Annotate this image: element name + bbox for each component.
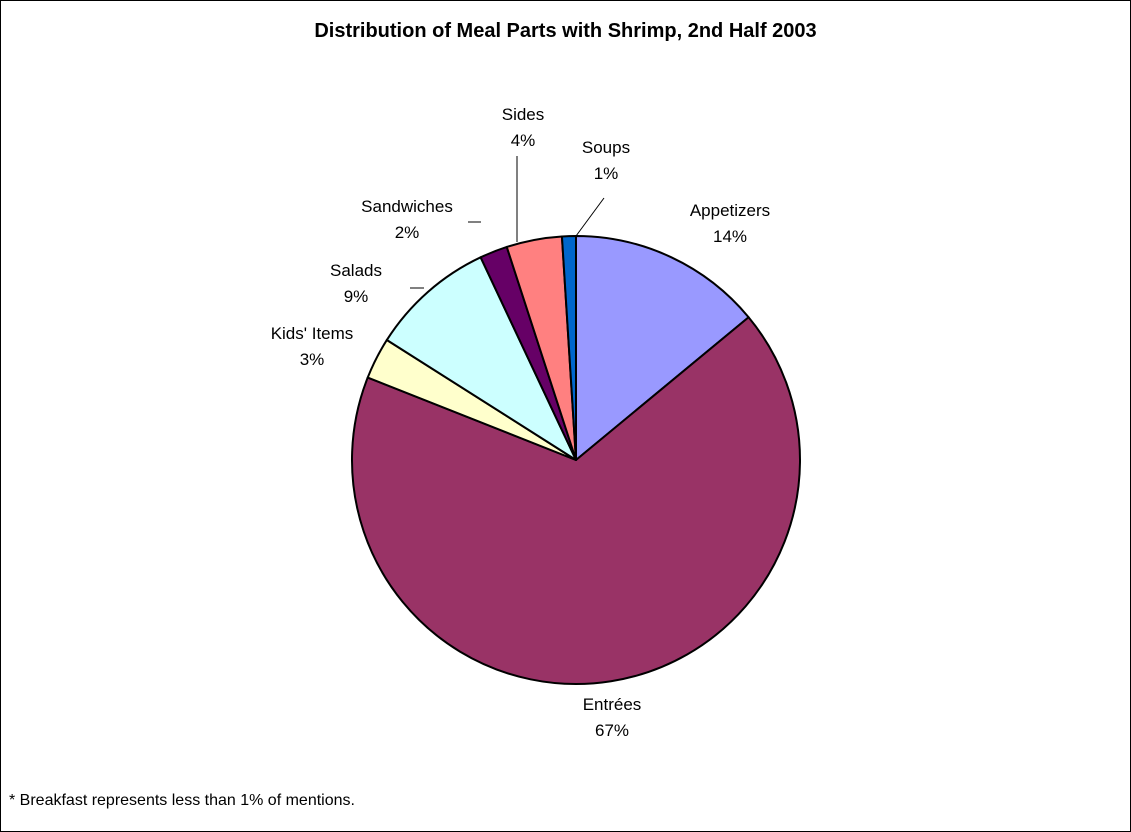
slice-percent-label: 1%	[594, 164, 619, 183]
slice-labels: Appetizers 14% Entrées 67% Kids' Items 3% Sala…	[271, 105, 770, 740]
chart-title: Distribution of Meal Parts with Shrimp, …	[314, 20, 817, 42]
slice-name-label: Appetizers	[690, 201, 770, 220]
slice-name-label: Sides	[502, 105, 545, 124]
pie-slices	[351, 234, 801, 685]
slice-percent-label: 4%	[511, 131, 536, 150]
slice-appetizers	[575, 235, 750, 461]
leader-line-soups	[575, 197, 605, 237]
slice-name-label: Soups	[582, 138, 630, 157]
slice-percent-label: 67%	[595, 721, 629, 740]
slice-percent-label: 9%	[344, 287, 369, 306]
slice-percent-label: 2%	[395, 223, 420, 242]
slice-soups	[560, 234, 577, 461]
slice-name-label: Sandwiches	[361, 197, 453, 216]
slice-salads	[385, 256, 577, 461]
slice-name-label: Salads	[330, 261, 382, 280]
footnote: * Breakfast represents less than 1% of m…	[9, 792, 355, 809]
slice-percent-label: 14%	[713, 227, 747, 246]
slice-name-label: Kids' Items	[271, 324, 354, 343]
slice-entrees	[351, 316, 801, 685]
slice-percent-label: 3%	[300, 350, 325, 369]
slice-name-label: Entrées	[583, 695, 642, 714]
leader-lines	[410, 156, 605, 289]
